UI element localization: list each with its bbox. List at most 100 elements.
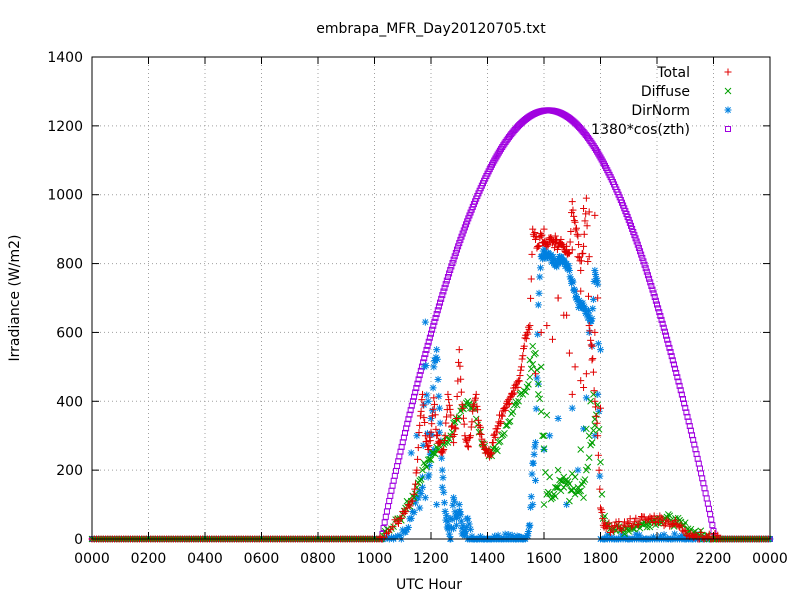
sun-curve-point (394, 463, 401, 470)
total-point (527, 294, 535, 302)
total-point (563, 242, 571, 250)
sun-curve-point (386, 497, 393, 504)
total-point (466, 434, 474, 442)
diffuse-point (577, 446, 585, 453)
total-point (417, 407, 425, 415)
diffuse-point (526, 356, 534, 364)
dirnorm-point (447, 524, 455, 532)
diffuse-point (530, 350, 538, 358)
sun-curve-point (396, 453, 403, 460)
diffuse-point (646, 523, 654, 531)
sun-curve-point (682, 404, 689, 411)
total-point (654, 519, 662, 527)
total-point (526, 322, 534, 330)
total-point (551, 232, 559, 240)
diffuse-point (642, 520, 650, 527)
diffuse-point (547, 495, 555, 503)
sun-curve-point (655, 305, 662, 312)
total-point (565, 249, 573, 257)
total-point (574, 253, 582, 261)
total-point (440, 445, 448, 453)
diffuse-point (540, 445, 548, 452)
total-point (431, 411, 439, 419)
sun-curve-point (425, 338, 432, 345)
diffuse-point (526, 373, 534, 381)
total-point (540, 225, 548, 233)
dirnorm-point (435, 392, 443, 400)
total-point (450, 431, 458, 439)
sun-curve-point (431, 318, 438, 325)
sun-curve-point (422, 351, 429, 358)
total-point (468, 418, 476, 426)
total-point (605, 519, 613, 527)
total-point (395, 519, 403, 527)
sun-curve-point (428, 330, 434, 337)
total-point (505, 400, 513, 408)
y-axis-ticks: 0 200 400 600 800 1000 1200 1400 (47, 50, 770, 548)
sun-curve-point (634, 241, 641, 248)
diffuse-point (496, 438, 504, 445)
total-point (590, 387, 598, 395)
total-point (566, 238, 574, 246)
sun-curve-point (696, 465, 703, 472)
total-point (514, 383, 522, 391)
total-point (426, 437, 434, 445)
total-point (564, 250, 572, 258)
legend-marker-cos-zth (725, 126, 731, 132)
dirnorm-point (527, 493, 535, 501)
sun-curve-point (457, 236, 464, 243)
sun-curve-point (447, 266, 454, 273)
total-point (414, 444, 422, 452)
total-point (544, 241, 552, 249)
sun-curve-point (672, 365, 679, 372)
total-point (592, 412, 600, 420)
y-tick-label: 400 (56, 394, 83, 410)
total-point (697, 528, 705, 536)
total-point (429, 405, 437, 413)
total-point (597, 404, 604, 412)
dirnorm-point (524, 527, 532, 535)
total-point (585, 208, 593, 216)
total-point (446, 405, 454, 413)
dirnorm-point (529, 459, 537, 467)
diffuse-point (539, 432, 546, 440)
total-point (618, 526, 626, 534)
total-point (453, 392, 461, 400)
total-point (671, 516, 679, 524)
total-point (518, 355, 526, 363)
dirnorm-point (589, 295, 597, 303)
dirnorm-point (546, 432, 554, 440)
total-point (421, 418, 429, 426)
total-point (469, 407, 477, 415)
sun-curve-point (698, 470, 705, 477)
total-point (577, 377, 585, 385)
sun-curve-point (646, 275, 653, 282)
diffuse-point (595, 426, 603, 433)
sun-curve-point (448, 263, 455, 270)
diffuse-point (426, 455, 433, 463)
dirnorm-point (533, 374, 541, 382)
total-point (532, 370, 540, 378)
sun-curve-point (638, 251, 645, 258)
total-point (475, 421, 483, 429)
total-point (516, 372, 524, 380)
legend-label-total: Total (656, 65, 690, 81)
sun-curve-point (434, 307, 441, 314)
total-point (646, 513, 654, 521)
sun-curve-point (709, 522, 716, 529)
y-tick-label: 1000 (47, 188, 83, 204)
total-point (609, 527, 617, 535)
x-tick-label: 0800 (300, 551, 336, 567)
total-point (591, 397, 599, 405)
sun-curve-point (654, 301, 660, 308)
total-point (458, 401, 466, 409)
sun-curve-point (415, 376, 422, 383)
sun-curve-point (626, 219, 633, 226)
dirnorm-point (433, 346, 441, 354)
dirnorm-point (532, 476, 540, 484)
legend-marker-total (724, 68, 732, 76)
y-tick-label: 1400 (47, 50, 83, 66)
total-point (427, 428, 435, 436)
sun-curve-point (643, 268, 650, 275)
sun-curve-point (443, 277, 450, 284)
